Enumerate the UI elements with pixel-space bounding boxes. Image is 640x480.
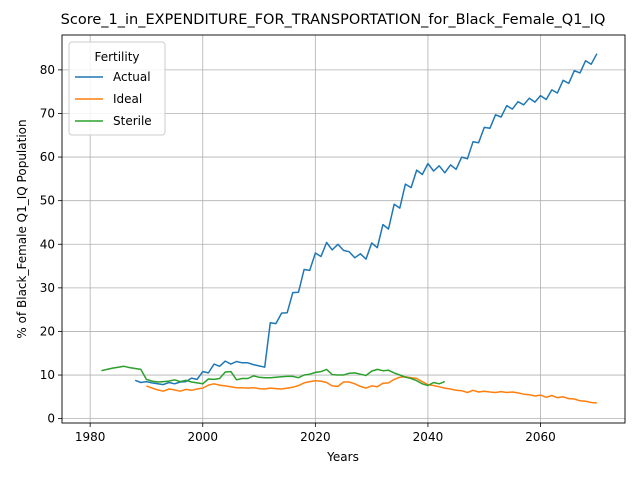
grid-lines	[62, 35, 625, 423]
x-axis-label: Years	[326, 450, 359, 464]
legend-label-sterile: Sterile	[113, 114, 152, 128]
y-tick-label: 70	[40, 106, 55, 120]
x-tick-label: 2020	[300, 430, 331, 444]
legend-label-ideal: Ideal	[113, 92, 142, 106]
y-tick-label: 20	[40, 324, 55, 338]
y-axis: 0 10 20 30 40 50 60 70 80	[40, 63, 62, 426]
y-tick-label: 50	[40, 194, 55, 208]
chart-title: Score_1_in_EXPENDITURE_FOR_TRANSPORTATIO…	[61, 12, 606, 28]
plot-area	[101, 53, 598, 404]
y-tick-label: 10	[40, 368, 55, 382]
series-line-sterile	[101, 365, 446, 387]
y-tick-label: 30	[40, 281, 55, 295]
axes-frame	[61, 34, 626, 424]
series-line-actual	[134, 53, 598, 386]
y-tick-label: 80	[40, 63, 55, 77]
x-axis: 1980 2000 2020 2040 2060	[75, 423, 556, 444]
y-tick-label: 60	[40, 150, 55, 164]
legend: Fertility Actual Ideal Sterile	[68, 41, 166, 136]
x-tick-label: 2000	[187, 430, 218, 444]
legend-title: Fertility	[94, 50, 139, 64]
series-line-ideal	[146, 376, 597, 404]
x-tick-label: 1980	[75, 430, 106, 444]
y-axis-label: % of Black_Female Q1_IQ Population	[15, 119, 29, 338]
legend-label-actual: Actual	[113, 70, 151, 84]
y-tick-label: 40	[40, 237, 55, 251]
x-tick-label: 2060	[525, 430, 556, 444]
x-tick-label: 2040	[413, 430, 444, 444]
legend-box	[68, 41, 166, 136]
y-tick-label: 0	[47, 412, 55, 426]
